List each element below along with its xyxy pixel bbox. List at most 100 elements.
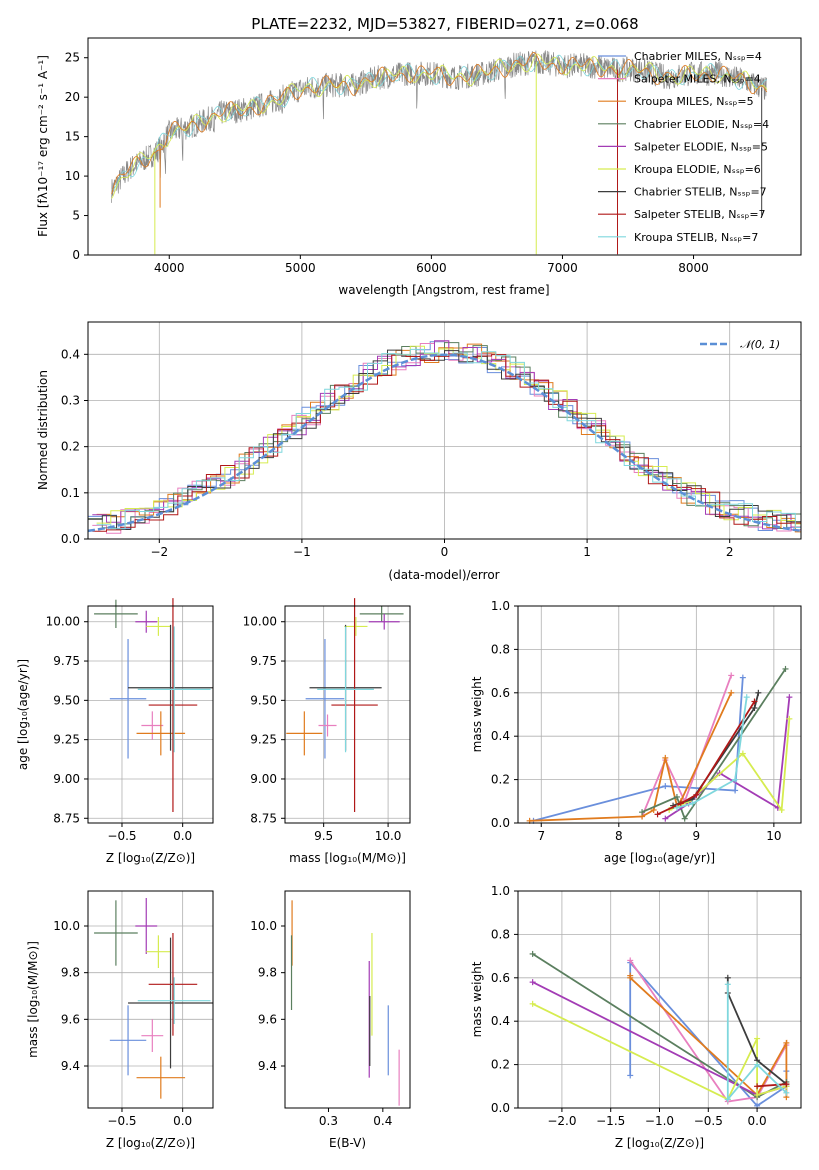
spectrum-legend: Chabrier MILES, Nₛₛₚ=4 Salpeter MILES, Nₛ… <box>598 50 769 244</box>
x-tick-label: −1.0 <box>645 1114 674 1128</box>
axes-frame <box>284 605 411 824</box>
y-tick-label: 9.6 <box>61 1012 80 1026</box>
y-tick-label: 0.6 <box>491 686 510 700</box>
y-tick-label: 9.75 <box>53 654 80 668</box>
x-tick-label: 4000 <box>154 261 185 275</box>
y-tick-label: 0.4 <box>61 347 80 361</box>
age-vs-Z-panel: −0.5 0.0 8.75 9.00 9.25 9.50 9.75 10.00 Z [log₁₀… <box>16 598 214 865</box>
massweight-vs-Z-panel: −2.0 −1.5 −1.0 −0.5 0.0 0.0 0.2 0.4 0.6 0.8 1.0 Z [… <box>470 884 802 1150</box>
series-line <box>757 1083 787 1088</box>
y-tick-label: 9.25 <box>250 733 277 747</box>
y-tick-label: 0.2 <box>491 1058 510 1072</box>
x-tick-label: −1.5 <box>596 1114 625 1128</box>
y-tick-label: 9.50 <box>53 693 80 707</box>
y-tick-label: 20 <box>65 90 80 104</box>
x-tick-label: 0.0 <box>173 829 192 843</box>
age-vs-mass-panel: 9.5 10.0 8.75 9.00 9.25 9.50 9.75 10.00 mass [lo… <box>243 598 411 865</box>
spectrum-title: PLATE=2232, MJD=53827, FIBERID=0271, z=0… <box>251 15 638 33</box>
x-axis-label: Z [log₁₀(Z/Z⊙)] <box>615 1136 704 1150</box>
axes-frame <box>87 890 214 1109</box>
y-tick-label: 9.75 <box>250 654 277 668</box>
y-tick-label: 0.8 <box>491 642 510 656</box>
axes-frame <box>517 605 802 824</box>
histogram-step <box>92 340 801 531</box>
y-tick-label: 15 <box>65 130 80 144</box>
y-tick-label: 9.00 <box>250 772 277 786</box>
histogram-panel: −2 −1 0 1 2 0.0 0.1 0.2 0.3 0.4 (data-model)/erro… <box>36 321 802 582</box>
x-axis-label: E(B-V) <box>329 1136 366 1150</box>
series-line <box>726 984 788 1102</box>
y-tick-label: 0.3 <box>61 393 80 407</box>
x-tick-label: 0.3 <box>319 1114 338 1128</box>
y-tick-label: 10 <box>65 169 80 183</box>
x-axis-label: mass [log₁₀(M/M⊙)] <box>289 851 406 865</box>
legend-entry: Salpeter STELIB, Nₛₛₚ=7 <box>634 208 766 221</box>
x-tick-label: 7000 <box>547 261 578 275</box>
y-tick-label: 9.4 <box>61 1059 80 1073</box>
mass-vs-Z-panel: −0.5 0.0 9.4 9.6 9.8 10.0 Z [log₁₀(Z/Z⊙)] mass … <box>26 890 214 1150</box>
y-tick-label: 10.0 <box>53 919 80 933</box>
legend-entry: Chabrier MILES, Nₛₛₚ=4 <box>634 50 762 63</box>
x-tick-label: 10.0 <box>375 829 402 843</box>
y-tick-label: 0.0 <box>491 1101 510 1115</box>
x-tick-label: 0.0 <box>173 1114 192 1128</box>
x-tick-label: 8000 <box>678 261 709 275</box>
legend-entry: Salpeter MILES, Nₛₛₚ=4 <box>634 73 761 86</box>
x-tick-label: 7 <box>537 829 545 843</box>
y-tick-label: 0.2 <box>61 440 80 454</box>
y-tick-label: 0.4 <box>491 729 510 743</box>
y-axis-label: age [log₁₀(age/yr)] <box>16 659 30 770</box>
model-spectrum-line <box>111 53 768 199</box>
observed-spectrum-line <box>111 49 768 203</box>
model-spectrum-line <box>111 54 768 191</box>
x-tick-label: 2 <box>726 545 734 559</box>
y-tick-label: 0.0 <box>491 816 510 830</box>
histogram-legend: 𝒩(0, 1) <box>700 338 780 351</box>
x-tick-label: 8 <box>615 829 623 843</box>
x-tick-label: 0.4 <box>373 1114 392 1128</box>
y-tick-label: 10.00 <box>46 615 80 629</box>
x-tick-label: 0 <box>441 545 449 559</box>
x-tick-label: 5000 <box>285 261 316 275</box>
histogram-xlabel: (data-model)/error <box>388 568 499 582</box>
y-tick-label: 9.00 <box>53 772 80 786</box>
x-tick-label: −0.5 <box>694 1114 723 1128</box>
y-axis-label: mass weight <box>470 676 484 752</box>
y-tick-label: 9.8 <box>61 966 80 980</box>
x-axis-label: Z [log₁₀(Z/Z⊙)] <box>106 851 195 865</box>
x-tick-label: −1 <box>293 545 311 559</box>
y-tick-label: 8.75 <box>250 811 277 825</box>
x-tick-label: 10 <box>766 829 781 843</box>
legend-entry: Salpeter ELODIE, Nₛₛₚ=5 <box>634 140 768 153</box>
y-tick-label: 8.75 <box>53 811 80 825</box>
gaussian-curve <box>87 353 802 533</box>
spectrum-xlabel: wavelength [Angstrom, rest frame] <box>338 283 549 297</box>
legend-entry: Chabrier STELIB, Nₛₛₚ=7 <box>634 186 767 199</box>
x-tick-label: 6000 <box>416 261 447 275</box>
x-tick-label: −0.5 <box>107 829 136 843</box>
legend-entry: Kroupa STELIB, Nₛₛₚ=7 <box>634 231 758 244</box>
y-tick-label: 9.6 <box>258 1012 277 1026</box>
y-tick-label: 9.4 <box>258 1059 277 1073</box>
y-axis-label: mass weight <box>470 961 484 1037</box>
y-tick-label: 0.8 <box>491 927 510 941</box>
y-tick-label: 9.25 <box>53 733 80 747</box>
y-tick-label: 9.8 <box>258 966 277 980</box>
series-line <box>641 675 733 817</box>
x-tick-label: 1 <box>583 545 591 559</box>
y-tick-label: 9.50 <box>250 693 277 707</box>
axes-frame <box>87 605 214 824</box>
histogram-ylabel: Normed distribution <box>36 370 50 490</box>
mass-vs-ebv-panel: 0.3 0.4 9.4 9.6 9.8 10.0 E(B-V) <box>250 890 411 1150</box>
histogram-step <box>96 345 801 525</box>
gauss-legend-label: 𝒩(0, 1) <box>740 338 780 351</box>
x-tick-label: 0.0 <box>748 1114 767 1128</box>
spectrum-panel: PLATE=2232, MJD=53827, FIBERID=0271, z=0… <box>36 15 802 297</box>
x-tick-label: 9.5 <box>314 829 333 843</box>
axes-frame <box>284 890 411 1109</box>
legend-entry: Kroupa ELODIE, Nₛₛₚ=6 <box>634 163 761 176</box>
x-axis-label: age [log₁₀(age/yr)] <box>604 851 715 865</box>
y-tick-label: 0.1 <box>61 486 80 500</box>
x-tick-label: −2 <box>150 545 168 559</box>
